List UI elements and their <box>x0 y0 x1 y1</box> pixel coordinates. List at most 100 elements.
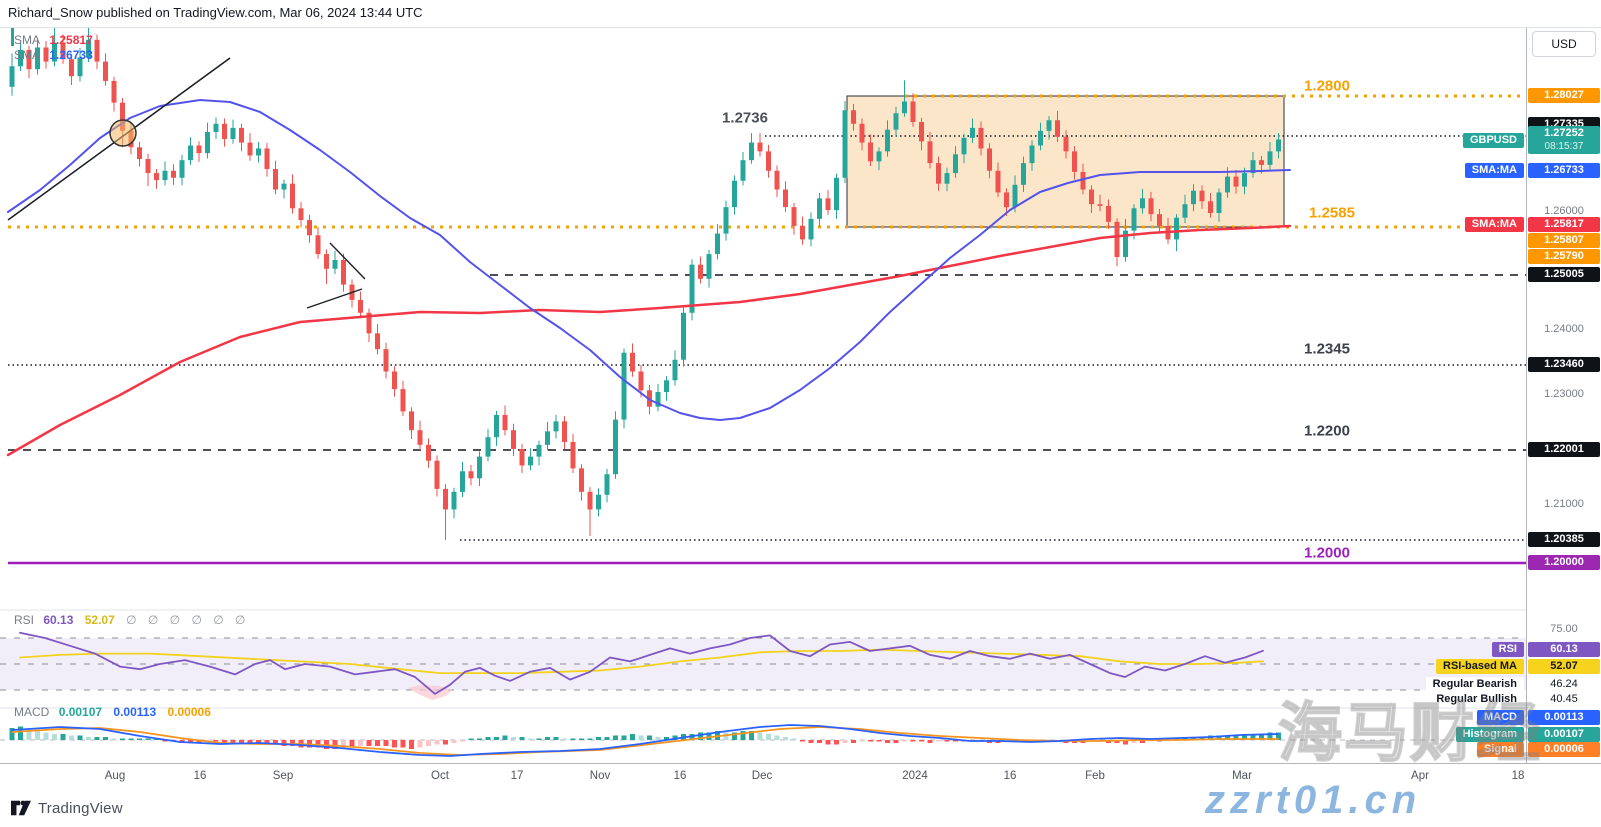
series-badge-histogram: Histogram <box>1455 727 1524 742</box>
candle-body <box>1012 184 1018 208</box>
scale-label-0.00006: 0.00006 <box>1528 742 1600 757</box>
series-badge-regular-bearish: Regular Bearish <box>1425 677 1524 692</box>
macd-histogram-bar <box>247 740 253 745</box>
macd-histogram-bar <box>647 735 652 740</box>
candle-body <box>834 177 839 211</box>
candle-body <box>681 312 686 360</box>
macd-histogram-bar <box>43 732 49 740</box>
currency-button[interactable]: USD <box>1532 31 1596 57</box>
macd-histogram-bar <box>1216 735 1222 740</box>
macd-histogram-bar <box>460 740 465 742</box>
series-badge-macd: MACD <box>1477 710 1524 725</box>
macd-histogram-bar <box>315 740 321 748</box>
macd-histogram-bar <box>281 740 287 746</box>
candle-body <box>468 471 474 479</box>
macd-histogram-bar <box>426 740 431 746</box>
rsi-label: RSI <box>14 613 35 627</box>
candle-body <box>196 145 202 154</box>
macd-histogram-bar <box>910 740 916 742</box>
macd-histogram-bar <box>902 740 907 742</box>
chart-canvas[interactable]: SMA 1.25817 SMA 1.26733 RSI 60.13 52.07 … <box>0 0 1526 763</box>
macd-histogram-bar <box>630 734 635 740</box>
macd-histogram-bar <box>893 740 899 743</box>
candle-body <box>120 102 125 131</box>
price-annotation-1.2585: 1.2585 <box>1309 204 1355 222</box>
candle-body <box>188 145 193 161</box>
candle-body <box>1233 176 1239 187</box>
circle-marker[interactable] <box>109 119 137 147</box>
candle-body <box>264 148 270 169</box>
candle-body <box>851 110 856 124</box>
macd-histogram-bar <box>94 737 100 740</box>
pennant-line[interactable] <box>329 242 366 280</box>
macd-histogram-bar <box>774 735 780 740</box>
macd-histogram-bar <box>859 740 865 742</box>
pennant-line[interactable] <box>306 288 363 309</box>
macd-histogram-bar <box>545 737 550 740</box>
candle-body <box>791 207 797 226</box>
candle-body <box>43 47 49 62</box>
candle-body <box>1123 230 1128 258</box>
price-annotation-1.2345: 1.2345 <box>1304 340 1350 358</box>
macd-histogram-bar <box>1225 735 1230 740</box>
macd-histogram-bar <box>723 732 729 740</box>
time-label-2024: 2024 <box>902 770 928 782</box>
candle-body <box>281 183 287 190</box>
price-scale[interactable]: USD 1.28027 1.27335 1.27252 08:15:37 1.26733… <box>1526 27 1601 780</box>
candle-body <box>247 142 253 156</box>
scale-label-52.07: 52.07 <box>1528 659 1600 674</box>
macd-line-value: 0.00113 <box>113 705 157 719</box>
series-badge-gbpusd: GBPUSD <box>1462 133 1524 148</box>
candle-body <box>434 460 440 489</box>
candle-body <box>808 218 814 240</box>
macd-histogram-bar <box>851 740 856 743</box>
scale-label-1.27252: 1.27252 08:15:37 <box>1528 126 1600 154</box>
candle-body <box>94 39 100 62</box>
scale-label-1.21000: 1.21000 <box>1544 498 1584 510</box>
macd-histogram-bar <box>885 740 890 743</box>
candle-body <box>426 444 431 461</box>
candle-body <box>239 127 244 143</box>
candle-body <box>545 431 550 445</box>
candle-body <box>825 198 831 211</box>
macd-histogram-bar <box>332 740 338 749</box>
macd-histogram-bar <box>417 740 423 748</box>
candle-body <box>1191 190 1196 205</box>
macd-histogram-bar <box>587 738 593 740</box>
candle-body <box>230 127 236 140</box>
macd-histogram-bar <box>1276 732 1281 740</box>
candle-body <box>885 129 890 152</box>
candle-body <box>859 123 865 143</box>
macd-histogram-bar <box>621 735 627 740</box>
candle-body <box>332 259 338 269</box>
tradingview-brand[interactable]: TradingView <box>38 799 123 817</box>
macd-histogram-bar <box>511 737 516 740</box>
macd-line <box>11 724 1279 757</box>
macd-histogram-bar <box>468 738 474 740</box>
candle-body <box>179 160 185 178</box>
sma-legend: SMA 1.25817 SMA 1.26733 <box>14 33 93 62</box>
macd-histogram-bar <box>69 735 74 740</box>
candle-body <box>919 122 924 142</box>
candle-body <box>689 264 695 313</box>
macd-histogram-bar <box>188 740 193 743</box>
macd-histogram-bar <box>273 740 278 745</box>
candle-body <box>1259 160 1264 165</box>
candle-body <box>944 173 950 184</box>
candle-body <box>961 137 967 155</box>
price-annotation-1.2000: 1.2000 <box>1304 544 1350 562</box>
candle-body <box>205 131 210 154</box>
candle-body <box>842 110 848 178</box>
tradingview-logo-icon[interactable] <box>10 798 32 818</box>
scale-label-46.24: 46.24 <box>1550 678 1578 690</box>
macd-histogram-bar <box>375 740 380 746</box>
macd-histogram-bar <box>86 737 91 740</box>
candle-body <box>69 59 74 77</box>
macd-histogram-bar <box>341 740 346 748</box>
candle-body <box>664 380 669 393</box>
macd-histogram-bar <box>842 740 848 743</box>
time-axis[interactable]: Aug 16 Sep Oct 17 Nov 16 Dec 2024 16 Feb Mar Apr 18 <box>0 763 1601 790</box>
macd-histogram-bar <box>103 737 108 740</box>
candle-body <box>273 168 278 190</box>
